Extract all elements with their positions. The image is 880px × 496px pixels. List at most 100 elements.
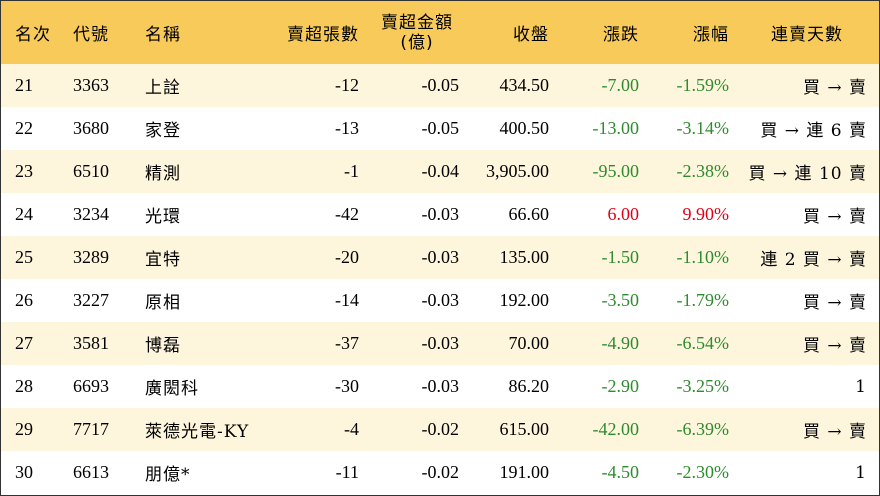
cell-change: -7.00 xyxy=(601,75,640,95)
table-row[interactable]: 23 6510 精測 -1 -0.04 3,905.00 -95.00 -2.38% 買 → 連… xyxy=(1,150,879,193)
cell-sell-amount: -0.02 xyxy=(421,462,460,482)
cell-change: -13.00 xyxy=(592,118,640,138)
cell-pct: 9.90% xyxy=(682,204,730,224)
cell-code: 7717 xyxy=(73,419,109,439)
table-row[interactable]: 22 3680 家登 -13 -0.05 400.50 -13.00 -3.14% 買 → 連 … xyxy=(1,107,879,150)
cell-close: 615.00 xyxy=(499,419,550,439)
cell-sell-lots: -4 xyxy=(344,419,359,439)
table-row[interactable]: 26 3227 原相 -14 -0.03 192.00 -3.50 -1.79% 買 → 賣 xyxy=(1,279,879,322)
cell-sell-amount: -0.03 xyxy=(421,204,460,224)
cell-sell-amount: -0.03 xyxy=(421,333,460,353)
cell-rank: 26 xyxy=(15,290,33,310)
cell-sell-lots: -1 xyxy=(344,161,359,181)
cell-change: -42.00 xyxy=(592,419,640,439)
cell-name: 家登 xyxy=(145,121,181,141)
cell-streak: 買 → 賣 xyxy=(802,78,867,98)
cell-code: 3680 xyxy=(73,118,109,138)
cell-sell-amount: -0.03 xyxy=(421,376,460,396)
table-row[interactable]: 28 6693 廣閎科 -30 -0.03 86.20 -2.90 -3.25% 1 xyxy=(1,365,879,408)
cell-name: 光環 xyxy=(145,207,181,227)
cell-name: 上詮 xyxy=(145,78,181,98)
cell-rank: 21 xyxy=(15,75,33,95)
table-row[interactable]: 24 3234 光環 -42 -0.03 66.60 6.00 9.90% 買 → 賣 xyxy=(1,193,879,236)
cell-rank: 22 xyxy=(15,118,33,138)
cell-change: -4.50 xyxy=(601,462,640,482)
cell-sell-lots: -20 xyxy=(335,247,359,267)
cell-name: 博磊 xyxy=(145,336,181,356)
header-code: 代號 xyxy=(73,25,109,45)
table-row[interactable]: 30 6613 朋億* -11 -0.02 191.00 -4.50 -2.30% 1 xyxy=(1,451,879,494)
cell-sell-amount: -0.02 xyxy=(421,419,460,439)
cell-rank: 29 xyxy=(15,419,33,439)
cell-change: -4.90 xyxy=(601,333,640,353)
cell-sell-amount: -0.04 xyxy=(421,161,460,181)
cell-sell-lots: -12 xyxy=(335,75,359,95)
table-row[interactable]: 27 3581 博磊 -37 -0.03 70.00 -4.90 -6.54% 買 → 賣 xyxy=(1,322,879,365)
cell-code: 3289 xyxy=(73,247,109,267)
cell-sell-amount: -0.03 xyxy=(421,290,460,310)
cell-code: 3227 xyxy=(73,290,109,310)
cell-streak: 買 → 賣 xyxy=(802,207,867,227)
cell-pct: -1.79% xyxy=(676,290,730,310)
cell-close: 191.00 xyxy=(499,462,550,482)
cell-name: 朋億* xyxy=(145,465,191,485)
cell-rank: 23 xyxy=(15,161,33,181)
header-change: 漲跌 xyxy=(603,25,639,45)
cell-pct: -1.59% xyxy=(676,75,730,95)
cell-rank: 25 xyxy=(15,247,33,267)
cell-streak: 買 → 連 6 賣 xyxy=(760,121,867,141)
header-name: 名稱 xyxy=(145,25,181,45)
cell-close: 3,905.00 xyxy=(486,161,549,181)
cell-pct: -2.38% xyxy=(676,161,730,181)
cell-sell-lots: -42 xyxy=(335,204,359,224)
cell-code: 6693 xyxy=(73,376,109,396)
table-header: 名次 代號 名稱 賣超張數 賣超金額 (億) 收盤 漲跌 漲幅 連賣天數 xyxy=(1,1,879,64)
cell-sell-lots: -30 xyxy=(335,376,359,396)
table-row[interactable]: 21 3363 上詮 -12 -0.05 434.50 -7.00 -1.59% 買 → 賣 xyxy=(1,64,879,107)
cell-streak: 買 → 賣 xyxy=(802,336,867,356)
cell-name: 原相 xyxy=(145,293,181,313)
cell-close: 434.50 xyxy=(499,75,550,95)
cell-close: 66.60 xyxy=(508,204,550,224)
cell-rank: 30 xyxy=(15,462,33,482)
cell-close: 400.50 xyxy=(499,118,550,138)
header-streak: 連賣天數 xyxy=(771,25,843,45)
header-sell-amount-unit: (億) xyxy=(400,32,434,53)
cell-pct: -6.54% xyxy=(676,333,730,353)
cell-change: -1.50 xyxy=(601,247,640,267)
header-sell-amount: 賣超金額 (億) xyxy=(369,1,465,64)
table-row[interactable]: 29 7717 萊德光電-KY -4 -0.02 615.00 -42.00 -6.39% 買 … xyxy=(1,408,879,451)
cell-change: 6.00 xyxy=(607,204,640,224)
header-close: 收盤 xyxy=(513,25,549,45)
header-pct: 漲幅 xyxy=(693,25,729,45)
header-sell-amount-title: 賣超金額 xyxy=(381,12,453,33)
cell-sell-amount: -0.05 xyxy=(421,75,460,95)
cell-pct: -3.25% xyxy=(676,376,730,396)
cell-close: 86.20 xyxy=(508,376,550,396)
cell-streak: 買 → 連 10 賣 xyxy=(748,164,867,184)
cell-sell-lots: -11 xyxy=(335,462,359,482)
cell-rank: 28 xyxy=(15,376,33,396)
cell-pct: -2.30% xyxy=(676,462,730,482)
cell-streak: 買 → 賣 xyxy=(802,293,867,313)
cell-name: 宜特 xyxy=(145,250,181,270)
cell-sell-amount: -0.05 xyxy=(421,118,460,138)
cell-change: -95.00 xyxy=(592,161,640,181)
cell-sell-lots: -14 xyxy=(335,290,359,310)
header-rank: 名次 xyxy=(15,25,51,45)
cell-name: 廣閎科 xyxy=(145,379,199,399)
cell-streak: 1 xyxy=(855,376,867,397)
cell-rank: 27 xyxy=(15,333,33,353)
header-sell-lots: 賣超張數 xyxy=(287,25,359,45)
cell-code: 3363 xyxy=(73,75,109,95)
table-row[interactable]: 25 3289 宜特 -20 -0.03 135.00 -1.50 -1.10% 連 2 買 →… xyxy=(1,236,879,279)
cell-streak: 1 xyxy=(855,462,867,483)
cell-code: 6510 xyxy=(73,161,109,181)
cell-streak: 連 2 買 → 賣 xyxy=(760,250,867,270)
cell-code: 3234 xyxy=(73,204,109,224)
cell-change: -3.50 xyxy=(601,290,640,310)
cell-rank: 24 xyxy=(15,204,33,224)
cell-pct: -6.39% xyxy=(676,419,730,439)
cell-sell-amount: -0.03 xyxy=(421,247,460,267)
